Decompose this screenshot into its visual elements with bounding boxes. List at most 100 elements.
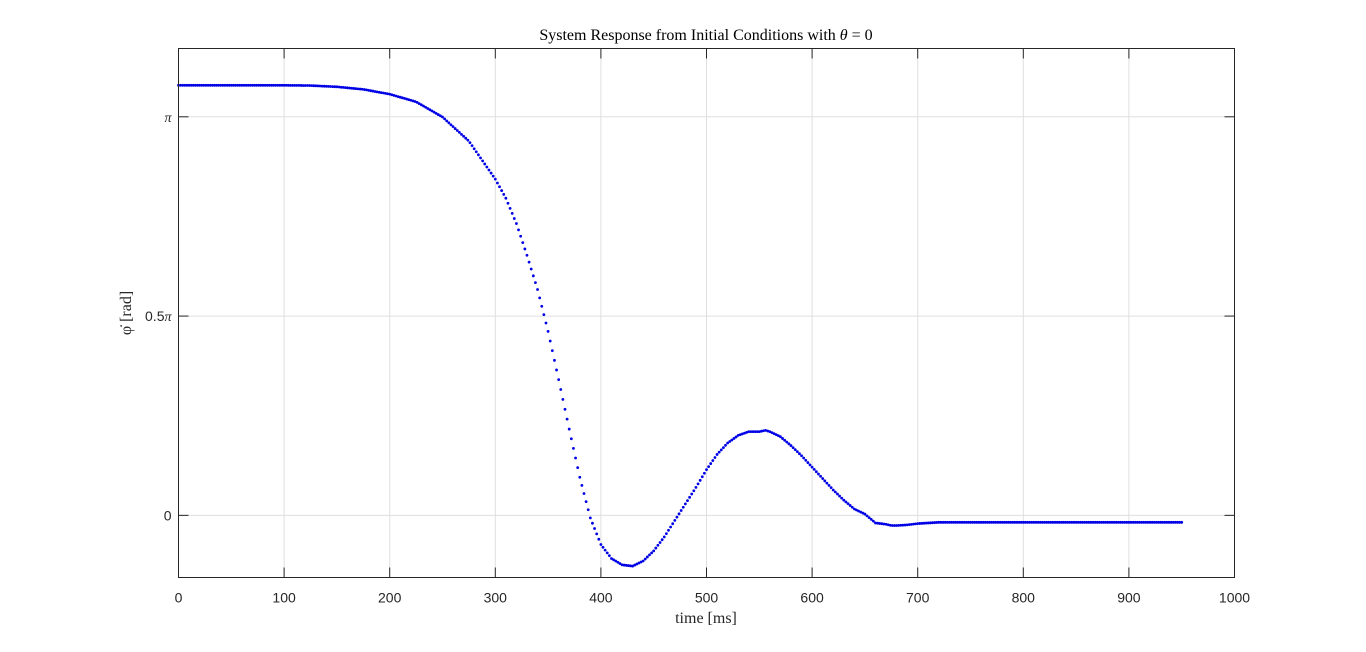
data-point xyxy=(823,479,827,483)
data-point xyxy=(365,88,368,92)
data-point xyxy=(312,84,316,88)
data-point xyxy=(882,522,886,526)
data-point xyxy=(1038,520,1042,524)
data-point xyxy=(886,523,890,527)
data-point xyxy=(658,541,662,544)
data-point xyxy=(855,508,858,512)
data-point xyxy=(462,134,466,138)
data-point xyxy=(358,87,362,91)
data-point xyxy=(753,430,757,434)
data-point xyxy=(734,435,738,439)
data-point xyxy=(958,520,962,524)
data-point xyxy=(935,521,939,524)
data-point xyxy=(263,83,267,87)
data-point xyxy=(369,89,373,93)
data-point xyxy=(635,562,639,566)
data-point xyxy=(1102,520,1105,524)
data-point xyxy=(217,83,221,87)
data-point xyxy=(1157,520,1160,524)
data-point xyxy=(215,83,218,87)
data-point xyxy=(491,174,495,178)
data-point xyxy=(1144,520,1148,524)
data-point xyxy=(726,441,730,445)
data-point xyxy=(833,490,837,494)
data-point xyxy=(831,488,835,492)
x-tick-label: 1000 xyxy=(1219,590,1250,606)
data-point xyxy=(667,528,670,532)
data-point xyxy=(713,456,717,459)
data-point xyxy=(850,505,854,509)
data-point xyxy=(261,83,265,87)
data-point xyxy=(1106,520,1110,524)
data-point xyxy=(683,502,687,506)
data-point xyxy=(1169,520,1173,524)
data-point xyxy=(223,83,227,87)
data-point xyxy=(339,85,343,89)
data-point xyxy=(645,555,649,559)
data-point xyxy=(1133,520,1137,524)
data-point xyxy=(479,156,482,160)
data-point xyxy=(738,433,742,437)
data-point xyxy=(1062,520,1065,524)
data-point xyxy=(907,523,911,526)
data-point xyxy=(373,90,377,93)
data-point xyxy=(303,84,307,87)
data-point xyxy=(559,388,563,391)
data-point xyxy=(637,561,641,565)
data-point xyxy=(346,86,349,90)
data-point xyxy=(453,127,457,130)
data-point xyxy=(244,83,248,87)
data-point xyxy=(675,515,679,519)
data-point xyxy=(626,564,630,567)
data-point xyxy=(624,563,628,567)
data-point xyxy=(392,93,396,97)
data-point xyxy=(434,111,438,115)
data-point xyxy=(213,83,216,87)
data-point xyxy=(618,562,622,565)
data-point xyxy=(426,107,430,110)
data-point xyxy=(1097,520,1101,524)
data-point xyxy=(436,113,440,116)
data-point xyxy=(445,119,449,123)
data-point xyxy=(194,83,197,87)
data-point xyxy=(310,84,313,87)
y-tick-number: 0.5 xyxy=(145,308,165,324)
data-point xyxy=(673,519,677,522)
data-point xyxy=(343,86,347,90)
data-point xyxy=(880,522,884,526)
data-point xyxy=(874,521,877,525)
data-point xyxy=(964,520,968,524)
data-point xyxy=(827,484,831,487)
data-point xyxy=(352,87,356,90)
data-point xyxy=(599,543,603,546)
data-point xyxy=(840,496,844,500)
data-point xyxy=(447,121,451,125)
data-point xyxy=(221,83,225,87)
data-point xyxy=(542,313,546,317)
data-point xyxy=(411,99,415,103)
data-point xyxy=(945,520,949,524)
data-point xyxy=(362,88,366,91)
data-point xyxy=(817,472,820,476)
data-point xyxy=(1108,520,1112,524)
data-point xyxy=(698,478,702,482)
data-point xyxy=(702,471,706,475)
data-point xyxy=(1131,520,1135,524)
data-point xyxy=(1125,520,1129,524)
data-point xyxy=(631,564,634,568)
y-tick-label: 0 xyxy=(164,507,172,523)
data-point xyxy=(246,83,250,87)
data-point xyxy=(943,520,947,524)
data-point xyxy=(757,430,761,434)
data-point xyxy=(705,468,708,472)
data-point xyxy=(407,98,411,102)
data-point xyxy=(960,520,964,524)
x-axis-label: time [ms] xyxy=(675,610,737,627)
data-point xyxy=(394,94,398,98)
data-point xyxy=(371,89,375,93)
data-point xyxy=(291,83,294,87)
data-point xyxy=(983,520,987,524)
data-point xyxy=(966,520,970,524)
data-point xyxy=(400,96,404,100)
data-point xyxy=(512,217,516,220)
